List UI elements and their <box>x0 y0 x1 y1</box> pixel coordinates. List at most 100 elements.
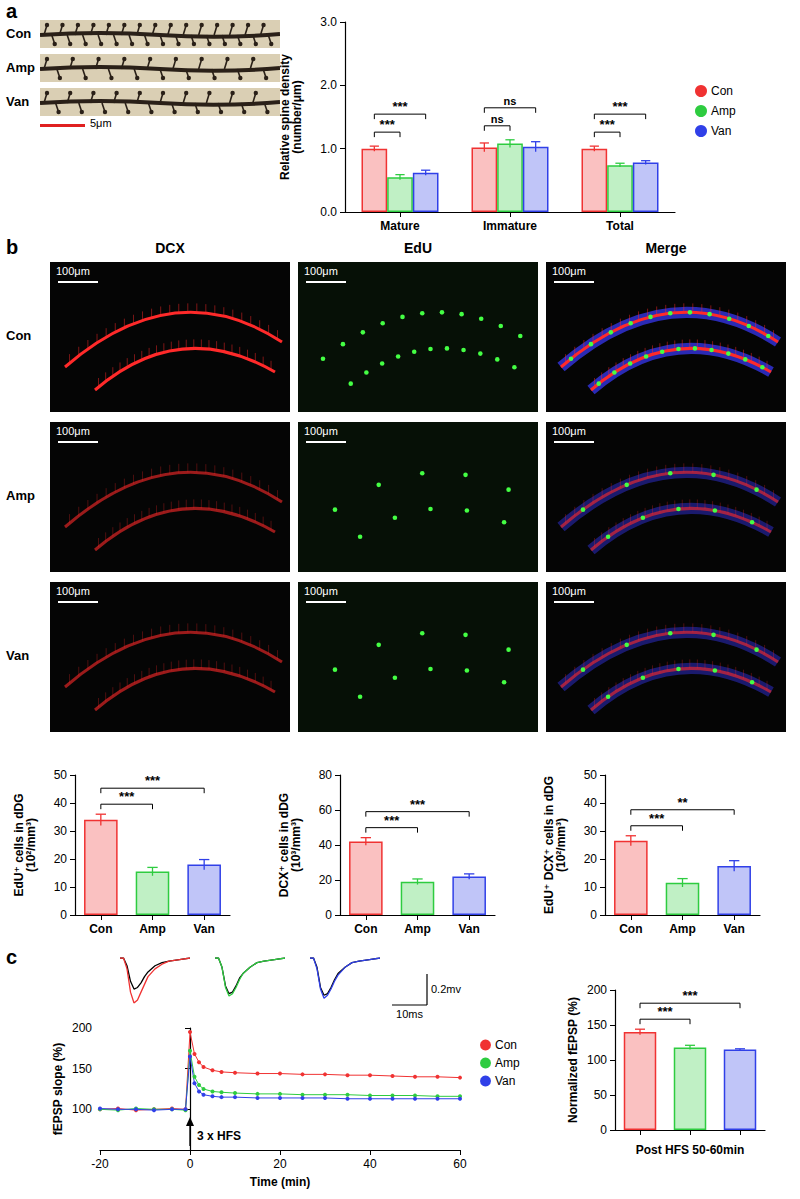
svg-text:ns: ns <box>504 95 517 107</box>
html-text:Con: Con <box>6 26 32 41</box>
svg-text:DCX⁺ cells in dDG: DCX⁺ cells in dDG <box>277 792 291 898</box>
svg-text:Relative spine density: Relative spine density <box>278 54 292 180</box>
svg-text:60: 60 <box>453 1157 467 1171</box>
svg-text:***: *** <box>600 117 616 132</box>
svg-text:10ms: 10ms <box>396 1008 423 1020</box>
svg-text:Total: Total <box>606 219 634 233</box>
svg-text:EdU⁺ DCX⁺ cells in dDG: EdU⁺ DCX⁺ cells in dDG <box>542 776 556 914</box>
svg-text:***: *** <box>145 773 161 788</box>
svg-text:Con: Con <box>89 922 112 936</box>
svg-text:Con: Con <box>354 922 377 936</box>
svg-text:Amp: Amp <box>669 922 696 936</box>
svg-text:Normalized fEPSP (%): Normalized fEPSP (%) <box>566 997 580 1123</box>
svg-text:0.2mv: 0.2mv <box>431 983 461 995</box>
svg-text:0: 0 <box>590 908 597 922</box>
svg-text:20: 20 <box>319 873 333 887</box>
svg-text:***: *** <box>119 789 135 804</box>
svg-text:10: 10 <box>584 880 598 894</box>
svg-text:2.0: 2.0 <box>320 78 337 92</box>
svg-text:20: 20 <box>584 852 598 866</box>
html-text:100μm: 100μm <box>552 425 586 437</box>
svg-text:Time (min): Time (min) <box>250 1175 310 1189</box>
svg-text:150: 150 <box>587 1018 607 1032</box>
svg-text:***: *** <box>410 797 426 812</box>
svg-text:***: *** <box>657 1004 673 1019</box>
svg-text:0.0: 0.0 <box>320 205 337 219</box>
svg-text:0: 0 <box>60 908 67 922</box>
html-text:Con: Con <box>6 328 32 343</box>
svg-text:-20: -20 <box>91 1157 109 1171</box>
svg-text:200: 200 <box>72 1021 92 1035</box>
svg-text:40: 40 <box>54 796 68 810</box>
html-text:100μm: 100μm <box>552 265 586 277</box>
svg-text:Con: Con <box>619 922 642 936</box>
svg-text:10: 10 <box>54 880 68 894</box>
svg-text:Con: Con <box>495 1038 517 1052</box>
svg-text:EdU⁺ cells in dDG: EdU⁺ cells in dDG <box>12 793 26 897</box>
svg-text:Immature: Immature <box>483 219 537 233</box>
svg-text:Van: Van <box>495 1074 515 1088</box>
svg-text:3.0: 3.0 <box>320 15 337 29</box>
svg-text:50: 50 <box>584 768 598 782</box>
svg-text:40: 40 <box>319 838 333 852</box>
svg-text:Amp: Amp <box>404 922 431 936</box>
svg-text:30: 30 <box>584 824 598 838</box>
html-text:Van: Van <box>6 648 30 663</box>
svg-text:40: 40 <box>584 796 598 810</box>
svg-text:0: 0 <box>325 908 332 922</box>
svg-text:***: *** <box>392 99 408 114</box>
svg-text:fEPSP slope (%): fEPSP slope (%) <box>51 1043 65 1135</box>
html-text:Amp: Amp <box>6 60 35 75</box>
svg-text:Van: Van <box>193 922 214 936</box>
svg-text:(10³/mm³): (10³/mm³) <box>289 818 303 872</box>
svg-text:***: *** <box>649 811 665 826</box>
svg-text:***: *** <box>384 813 400 828</box>
svg-text:**: ** <box>677 795 688 810</box>
html-text:100μm: 100μm <box>56 425 90 437</box>
svg-text:30: 30 <box>54 824 68 838</box>
html-text:c: c <box>6 946 18 968</box>
svg-text:***: *** <box>682 988 698 1003</box>
svg-text:ns: ns <box>491 113 504 125</box>
svg-text:50: 50 <box>54 768 68 782</box>
svg-text:40: 40 <box>363 1157 377 1171</box>
svg-text:***: *** <box>612 99 628 114</box>
svg-text:Van: Van <box>458 922 479 936</box>
svg-text:3 x HFS: 3 x HFS <box>197 1129 241 1143</box>
svg-text:150: 150 <box>72 1062 92 1076</box>
svg-text:Post HFS 50-60min: Post HFS 50-60min <box>636 1143 745 1157</box>
svg-text:60: 60 <box>319 803 333 817</box>
html-text:b: b <box>6 236 19 258</box>
svg-text:Con: Con <box>711 84 733 98</box>
svg-text:***: *** <box>380 117 396 132</box>
svg-text:Van: Van <box>723 922 744 936</box>
svg-text:(number/μm): (number/μm) <box>290 80 304 153</box>
html-text:DCX: DCX <box>155 240 185 256</box>
svg-text:0: 0 <box>187 1157 194 1171</box>
html-text:Merge: Merge <box>645 240 687 256</box>
html-text:Van: Van <box>6 94 30 109</box>
html-text:100μm: 100μm <box>56 265 90 277</box>
svg-text:Mature: Mature <box>380 219 420 233</box>
html-text:5μm: 5μm <box>90 117 112 129</box>
svg-text:50: 50 <box>594 1088 608 1102</box>
svg-text:(10²/mm³): (10²/mm³) <box>24 818 38 872</box>
svg-text:Amp: Amp <box>139 922 166 936</box>
svg-text:80: 80 <box>319 768 333 782</box>
svg-text:0: 0 <box>600 1123 607 1137</box>
html-text:100μm: 100μm <box>304 425 338 437</box>
svg-text:100: 100 <box>587 1053 607 1067</box>
html-text:Amp: Amp <box>6 488 35 503</box>
svg-text:Van: Van <box>711 124 731 138</box>
html-text:a: a <box>6 0 18 22</box>
svg-text:Amp: Amp <box>711 104 736 118</box>
svg-text:20: 20 <box>273 1157 287 1171</box>
svg-text:20: 20 <box>54 852 68 866</box>
html-text:100μm: 100μm <box>304 265 338 277</box>
html-text:EdU: EdU <box>404 240 432 256</box>
svg-text:(10²/mm³): (10²/mm³) <box>554 818 568 872</box>
svg-text:200: 200 <box>587 983 607 997</box>
svg-text:Amp: Amp <box>495 1056 520 1070</box>
svg-text:1.0: 1.0 <box>320 142 337 156</box>
svg-text:100: 100 <box>72 1102 92 1116</box>
